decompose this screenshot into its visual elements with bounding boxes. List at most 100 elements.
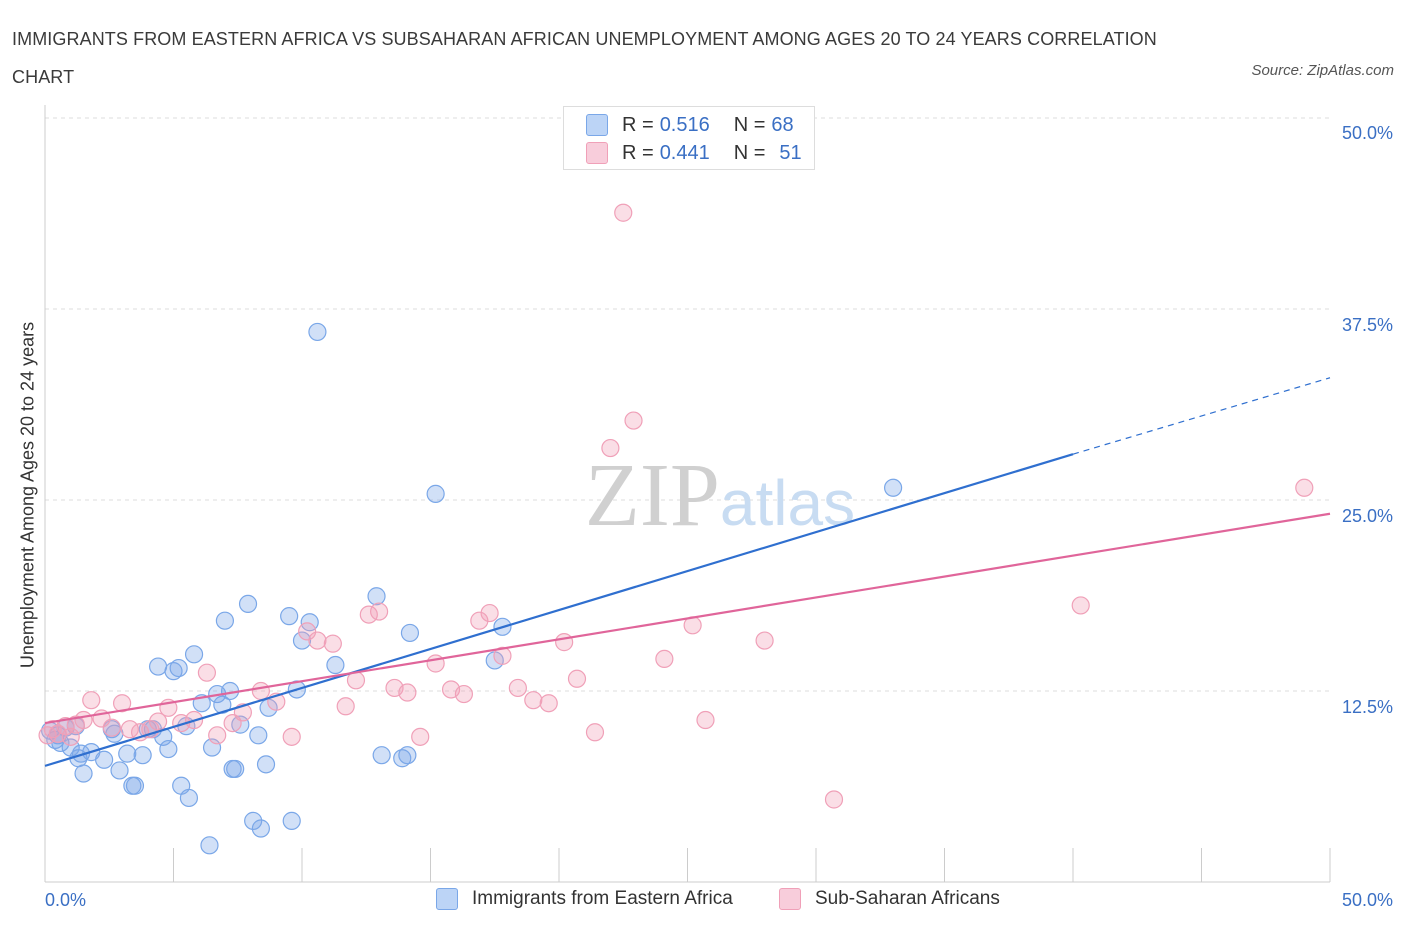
eastern-africa-point — [200, 836, 219, 855]
legend-n-label: N = — [733, 141, 766, 164]
subsaharan-point — [585, 723, 605, 742]
x-tick-label: 50.0% — [1341, 890, 1393, 910]
legend-item-eastern-africa: Immigrants from Eastern Africa — [436, 888, 733, 910]
eastern-africa-point — [398, 746, 417, 765]
subsaharan-point — [102, 718, 121, 737]
subsaharan-point — [336, 697, 355, 716]
subsaharan-point — [323, 634, 342, 653]
legend-swatch-blue — [586, 114, 608, 136]
legend-item-subsaharan: Sub-Saharan Africans — [779, 888, 1000, 910]
subsaharan-point — [370, 602, 389, 621]
axes — [44, 105, 1331, 883]
subsaharan-point — [282, 727, 301, 746]
subsaharan-point — [74, 710, 93, 730]
watermark-zip: ZIP — [585, 446, 720, 545]
subsaharan-point — [524, 691, 543, 710]
y-tick-label: 12.5% — [1341, 697, 1393, 717]
subsaharan-point — [308, 631, 327, 650]
eastern-africa-point — [249, 726, 268, 745]
eastern-africa-point — [400, 623, 420, 643]
eastern-africa-point — [226, 759, 245, 779]
chart-source: Source: ZipAtlas.com — [1251, 62, 1394, 79]
eastern-africa-point — [184, 645, 204, 664]
legend-row-subsaharan: R = 0.441 N = 51 — [586, 139, 802, 167]
data-points — [38, 203, 1314, 855]
eastern-africa-point — [282, 811, 301, 830]
subsaharan-point — [208, 726, 227, 745]
subsaharan-point — [601, 438, 620, 458]
subsaharan-point — [148, 712, 168, 731]
eastern-africa-point — [367, 587, 386, 606]
legend-r-label: R = — [622, 113, 654, 136]
eastern-africa-point — [426, 484, 445, 503]
eastern-africa-point — [256, 755, 276, 774]
legend-row-eastern-africa: R = 0.516 N = 68 — [586, 111, 794, 139]
subsaharan-point — [1295, 478, 1314, 497]
legend-swatch-pink — [779, 888, 801, 910]
eastern-africa-point — [326, 655, 345, 675]
eastern-africa-point — [215, 611, 234, 630]
subsaharan-point — [470, 611, 489, 630]
watermark: ZIPatlas — [585, 446, 855, 545]
subsaharan-point — [824, 790, 844, 809]
subsaharan-point — [398, 683, 417, 702]
subsaharan-point — [82, 691, 101, 710]
eastern-africa-point — [164, 662, 183, 681]
eastern-africa-point — [179, 788, 199, 808]
eastern-africa-point — [883, 478, 903, 497]
subsaharan-point — [480, 603, 499, 623]
y-tick-label: 37.5% — [1341, 315, 1393, 335]
eastern-africa-point — [308, 322, 327, 342]
legend-n-value: 68 — [771, 113, 794, 136]
eastern-africa-point — [251, 819, 270, 838]
legend-swatch-blue — [436, 888, 458, 910]
subsaharan-point — [298, 622, 317, 641]
eastern-africa-point — [169, 658, 188, 678]
x-tick-label: 0.0% — [45, 890, 87, 910]
legend-swatch-pink — [586, 142, 608, 164]
eastern-africa-point — [95, 750, 114, 769]
trend-lines — [44, 377, 1331, 767]
eastern-africa-point — [133, 746, 152, 765]
y-axis-label: Unemployment Among Ages 20 to 24 years — [17, 321, 38, 669]
legend-n-value: 51 — [779, 141, 802, 164]
eastern-africa-point — [238, 594, 258, 614]
legend-r-label: R = — [622, 141, 654, 164]
eastern-africa-point — [74, 764, 93, 783]
y-tick-label: 25.0% — [1341, 506, 1393, 526]
gridlines — [45, 117, 1330, 692]
subsaharan-point — [567, 669, 587, 688]
eastern-africa-point — [159, 739, 178, 759]
eastern-africa-point — [372, 746, 391, 765]
subsaharan-point — [555, 633, 574, 652]
eastern-africa-point — [125, 776, 145, 795]
eastern-africa-point — [148, 657, 168, 676]
eastern-africa-point — [292, 631, 312, 650]
subsaharan-point — [696, 710, 715, 730]
subsaharan-point — [539, 694, 558, 713]
legend-r-value: 0.441 — [659, 141, 710, 164]
legend-n-label: N = — [733, 113, 766, 136]
watermark-atlas: atlas — [720, 467, 855, 539]
subsaharan-point — [755, 631, 774, 650]
legend-label: Immigrants from Eastern Africa — [472, 888, 733, 909]
subsaharan-point — [508, 678, 527, 698]
legend-label: Sub-Saharan Africans — [815, 888, 1000, 909]
chart-title: IMMIGRANTS FROM EASTERN AFRICA VS SUBSAH… — [12, 29, 1157, 87]
subsaharan-point — [1071, 596, 1090, 615]
eastern-africa-trend-line — [44, 453, 1074, 767]
eastern-africa-point — [110, 761, 129, 780]
eastern-africa-point — [393, 749, 412, 768]
subsaharan-point — [197, 663, 217, 682]
y-tick-label: 50.0% — [1341, 123, 1393, 143]
subsaharan-trend-line — [44, 512, 1331, 725]
eastern-africa-trend-extension — [1072, 377, 1331, 455]
subsaharan-point — [655, 649, 674, 669]
subsaharan-point — [120, 720, 139, 739]
subsaharan-point — [624, 411, 643, 430]
subsaharan-point — [251, 681, 270, 701]
legend-r-value: 0.516 — [659, 113, 710, 136]
subsaharan-point — [411, 727, 430, 746]
correlation-legend: R = 0.516 N = 68 R = 0.441 N = 51 — [563, 106, 815, 170]
